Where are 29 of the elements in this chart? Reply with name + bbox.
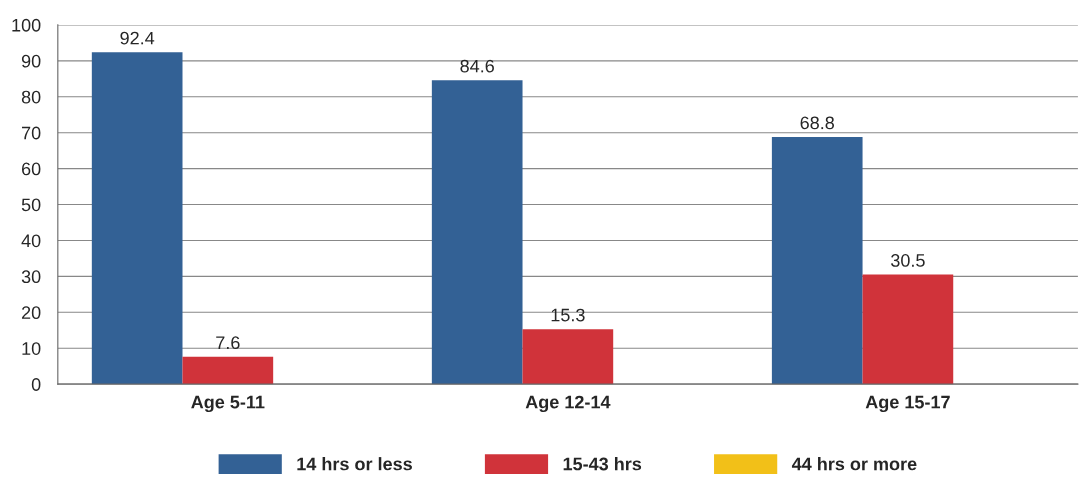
y-tick-label: 70 <box>22 126 41 140</box>
bar <box>431 80 523 385</box>
data-label: 30.5 <box>891 254 925 267</box>
y-tick-label: 20 <box>21 306 41 320</box>
y-tick-label: 90 <box>21 54 41 68</box>
y-tick-label: 50 <box>21 198 41 212</box>
x-tick-label: Age 5-11 <box>191 395 265 413</box>
bar <box>862 274 954 385</box>
legend-label: 15-43 hrs <box>563 457 642 471</box>
bar <box>182 356 274 385</box>
y-tick-label: 60 <box>21 162 41 176</box>
x-tick-label: Age 15-17 <box>865 395 950 413</box>
y-tick-label: 40 <box>21 234 41 248</box>
y-tick-label: 80 <box>21 90 41 104</box>
legend-label: 14 hrs or less <box>297 457 412 471</box>
y-tick-label: 100 <box>12 18 41 32</box>
data-label: 7.6 <box>216 336 240 350</box>
data-label: 84.6 <box>460 59 494 73</box>
y-tick-label: 30 <box>21 270 41 284</box>
legend-label: 44 hrs or more <box>791 457 917 471</box>
data-label: 15.3 <box>551 308 585 322</box>
data-label: 68.8 <box>800 116 835 130</box>
y-tick-label: 0 <box>31 378 41 391</box>
bar <box>522 329 614 385</box>
bar <box>91 52 183 385</box>
x-tick-label: Age 12-14 <box>525 395 611 413</box>
bar <box>771 136 863 385</box>
data-label: 92.4 <box>120 31 155 45</box>
y-tick-label: 10 <box>22 342 41 355</box>
